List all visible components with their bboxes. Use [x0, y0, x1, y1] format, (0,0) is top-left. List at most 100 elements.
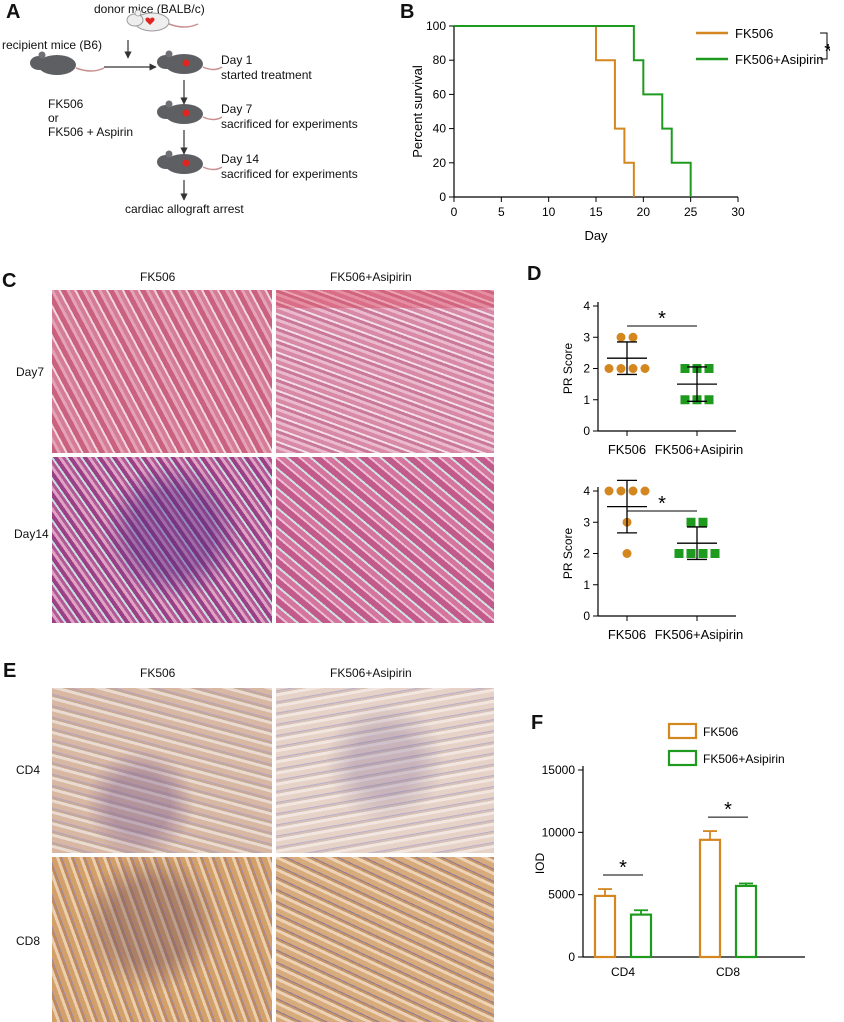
pr-score-chart-day14: 0 1 2 3 4 PR Score FK506 FK506+Asipirin *	[561, 479, 744, 642]
y-tick-label: 0	[439, 190, 446, 204]
ihc-image-fk506-cd4	[52, 688, 272, 853]
y-tick-label: 60	[433, 87, 447, 101]
y-tick-label: 4	[583, 299, 590, 313]
step-desc-2: sacrificed for experiments	[221, 117, 358, 131]
panel-letter-e: E	[3, 660, 17, 682]
step-day-3: Day 14	[221, 152, 260, 166]
y-tick-label: 20	[433, 156, 447, 170]
panel-c-row-label-1: Day7	[16, 365, 45, 379]
x-axis-title: Day	[584, 228, 608, 243]
y-tick-label: 0	[568, 950, 575, 964]
panel-e-col-label-1: FK506	[140, 666, 176, 680]
x-tick-label: FK506	[608, 627, 646, 642]
panel-letter-a: A	[6, 1, 21, 23]
end-label: cardiac allograft arrest	[125, 202, 244, 216]
data-point	[686, 549, 696, 558]
data-point	[680, 395, 690, 405]
data-point	[680, 364, 690, 373]
step-day-2: Day 7	[221, 102, 253, 116]
legend-label: FK506	[703, 725, 739, 739]
significance-bracket	[820, 32, 828, 60]
recipient-label: recipient mice (B6)	[2, 38, 103, 52]
data-point	[640, 364, 650, 373]
y-tick-label: 4	[583, 484, 590, 498]
data-point	[616, 486, 626, 496]
data-point	[604, 486, 614, 496]
y-axis-title: Percent survival	[410, 65, 425, 158]
day1-mouse-icon	[157, 50, 223, 74]
y-axis-title: IOD	[535, 853, 547, 875]
y-tick-label: 3	[583, 330, 590, 344]
ihc-image-fk506-cd8	[52, 857, 272, 1022]
data-point	[628, 364, 638, 373]
treatment-label-1: FK506	[48, 97, 84, 111]
y-tick-label: 15000	[542, 763, 576, 777]
donor-heart-icon	[145, 17, 155, 25]
x-tick-label: FK506+Asipirin	[655, 442, 744, 457]
significance-star: *	[619, 857, 627, 879]
panel-letter-f: F	[531, 712, 544, 734]
panel-c-col-label-1: FK506	[140, 270, 176, 284]
day14-heart-icon	[182, 159, 190, 167]
data-point	[710, 549, 720, 558]
step-desc-3: sacrificed for experiments	[221, 167, 358, 181]
step-desc-1: started treatment	[221, 68, 312, 82]
x-tick-label: CD8	[716, 965, 740, 979]
bar	[629, 913, 653, 959]
y-tick-label: 0	[583, 424, 590, 438]
panel-e-row-label-1: CD4	[16, 763, 41, 777]
day7-mouse-icon	[157, 100, 223, 124]
legend-label: FK506+Asipirin	[703, 752, 785, 766]
pr-score-chart-day7: 0 1 2 3 4 PR Score FK506 FK506+Asipirin *	[561, 299, 744, 457]
x-tick-label: 5	[498, 205, 505, 219]
he-image-aspirin-day14	[276, 457, 494, 623]
survival-series-line	[454, 25, 692, 197]
data-point	[622, 549, 632, 558]
y-tick-label: 1	[583, 393, 590, 407]
panel-a-diagram	[30, 9, 223, 201]
he-image-fk506-day7	[52, 290, 272, 453]
panel-e-row-label-2: CD8	[16, 934, 41, 948]
x-tick-label: 10	[542, 205, 556, 219]
y-axis-title: PR Score	[561, 343, 575, 395]
recipient-mouse-icon	[30, 51, 105, 75]
iod-bar-chart: 0 5000 10000 15000 IOD CD4 * CD8 * FK506 FK506+Asi…	[535, 722, 805, 979]
panel-c-col-label-2: FK506+Asipirin	[330, 270, 412, 284]
treatment-label-2: FK506 + Aspirin	[48, 125, 134, 139]
data-point	[698, 517, 708, 527]
step-day-1: Day 1	[221, 53, 253, 67]
y-tick-label: 2	[583, 547, 590, 561]
y-tick-label: 1	[583, 578, 590, 592]
data-point	[686, 517, 696, 527]
x-tick-label: FK506	[608, 442, 646, 457]
he-image-fk506-day14	[52, 457, 272, 623]
y-tick-label: 10000	[542, 825, 576, 839]
panel-letter-d: D	[527, 263, 542, 285]
day7-heart-icon	[182, 109, 190, 117]
bar	[593, 894, 617, 959]
day1-heart-icon	[182, 59, 190, 67]
y-tick-label: 2	[583, 362, 590, 376]
data-point	[628, 486, 638, 496]
data-point	[628, 332, 638, 342]
donor-label: donor mice (BALB/c)	[94, 2, 205, 16]
panel-c-row-label-2: Day14	[14, 527, 49, 541]
panel-letter-c: C	[2, 270, 17, 292]
y-tick-label: 100	[426, 19, 446, 33]
survival-chart: 0 20 40 60 80 100 0 5 10 15 20 25 30 Day Percent survi…	[410, 19, 830, 243]
legend-swatch	[667, 722, 698, 740]
data-point	[640, 486, 650, 496]
y-tick-label: 80	[433, 53, 447, 67]
legend-label: FK506+Asipirin	[735, 52, 824, 67]
panel-letter-b: B	[400, 1, 415, 23]
x-tick-label: FK506+Asipirin	[655, 627, 744, 642]
x-tick-label: 25	[684, 205, 698, 219]
data-point	[698, 549, 708, 558]
survival-series-line	[454, 25, 635, 197]
data-point	[704, 364, 714, 373]
legend-label: FK506	[735, 26, 773, 41]
data-point	[616, 364, 626, 373]
x-tick-label: 0	[451, 205, 458, 219]
y-tick-label: 40	[433, 122, 447, 136]
significance-star: *	[724, 799, 732, 821]
